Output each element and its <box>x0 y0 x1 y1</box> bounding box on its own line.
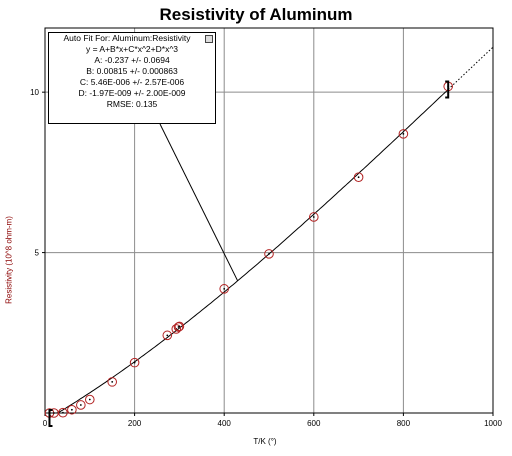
data-point <box>107 377 117 387</box>
data-point <box>353 172 364 182</box>
data-point-center <box>268 252 270 255</box>
x-tick-label: 600 <box>307 419 321 428</box>
fit-curve-extrapolation <box>447 46 494 90</box>
fit-equation: y = A+B*x+C*x^2+D*x^3 <box>85 44 179 54</box>
axis-ticks: 0 200 400 600 800 1000 5 10 <box>30 88 502 428</box>
data-point-center <box>223 287 226 290</box>
curve-fit-box[interactable]: Auto Fit For: Aluminum:Resistivity y = A… <box>48 32 216 124</box>
data-point-center <box>166 334 169 337</box>
fit-box-close-icon[interactable] <box>205 35 213 43</box>
data-point <box>58 407 68 418</box>
data-point-center <box>70 408 73 411</box>
data-point <box>174 321 185 332</box>
data-point <box>67 404 77 415</box>
fit-coefficient-a: A: -0.237 +/- 0.0694 <box>94 55 170 65</box>
data-point <box>264 249 274 259</box>
y-axis-label-text: Resistivity (10^8 ohm-m) <box>4 216 14 304</box>
fit-header: Auto Fit For: Aluminum:Resistivity <box>49 33 215 44</box>
x-tick-label: 1000 <box>484 419 502 428</box>
data-point <box>171 324 182 334</box>
plot-frame <box>44 27 494 414</box>
fit-coefficient-b: B: 0.00815 +/- 0.000863 <box>86 66 178 76</box>
data-point <box>173 322 184 332</box>
data-point-center <box>62 411 64 414</box>
y-tick-label: 10 <box>30 88 39 97</box>
fit-curve-layer <box>49 46 494 414</box>
data-point-center <box>402 132 405 135</box>
data-point-center <box>111 380 114 383</box>
y-tick-label: 5 <box>35 249 40 258</box>
chart-title: Resistivity of Aluminum <box>159 5 353 24</box>
data-point-center <box>357 176 360 179</box>
data-point <box>76 400 86 410</box>
data-point <box>129 357 140 368</box>
x-tick-label: 200 <box>128 419 142 428</box>
data-point-center <box>133 361 136 364</box>
fit-rmse: RMSE: 0.135 <box>106 99 158 109</box>
data-point <box>309 212 319 222</box>
fit-range-brackets[interactable] <box>48 80 450 427</box>
data-point <box>162 330 173 341</box>
y-axis-label: Resistivity (10^8 ohm-m) <box>2 180 16 340</box>
data-point-center <box>53 412 55 414</box>
x-tick-label: 400 <box>218 419 232 428</box>
fit-coefficient-c: C: 5.46E-006 +/- 2.57E-006 <box>79 77 185 87</box>
data-point-center <box>178 325 181 328</box>
fit-header-text: Auto Fit For: Aluminum:Resistivity <box>63 33 191 43</box>
data-point-center <box>312 216 315 218</box>
data-points <box>44 81 454 418</box>
data-point <box>398 129 409 139</box>
fit-callout-line <box>159 123 239 282</box>
x-tick-label: 0 <box>43 419 48 428</box>
fit-range-end-bracket <box>445 80 450 99</box>
data-point-center <box>88 398 91 401</box>
fit-coefficient-d: D: -1.97E-009 +/- 2.00E-009 <box>78 88 186 98</box>
fit-curve <box>49 89 449 414</box>
data-point <box>85 394 95 405</box>
fit-range-start-bracket <box>48 408 53 427</box>
x-tick-label: 800 <box>397 419 411 428</box>
x-axis-label: T/K (°) <box>253 437 277 446</box>
data-point <box>219 284 229 294</box>
data-point-center <box>79 404 82 406</box>
